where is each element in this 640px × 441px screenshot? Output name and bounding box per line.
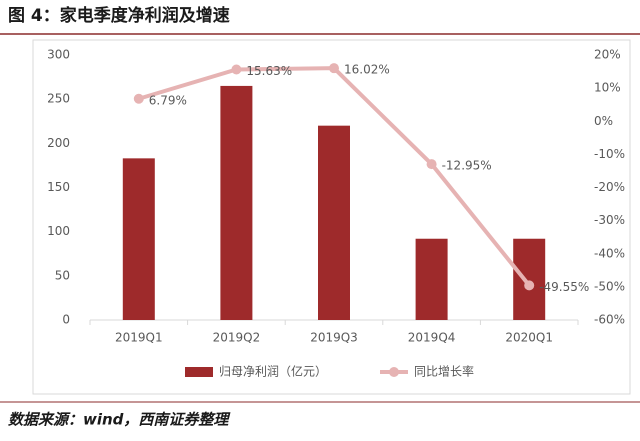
legend-swatch	[185, 367, 213, 377]
y2-tick-label: 20%	[594, 48, 621, 62]
point	[133, 93, 144, 104]
point	[329, 63, 339, 74]
y-tick-label: 250	[47, 92, 70, 106]
value-label: 15.63%	[246, 64, 292, 78]
y2-tick-label: -20%	[594, 180, 625, 194]
bar	[415, 238, 448, 320]
y-tick-label: 50	[55, 268, 70, 282]
chart-frame	[32, 39, 631, 395]
y-tick-label: 150	[47, 180, 70, 194]
point	[231, 64, 242, 75]
y2-tick-label: 10%	[594, 81, 621, 95]
legend-label: 同比增长率	[414, 364, 474, 379]
point	[524, 280, 535, 291]
x-tick-label: 2019Q4	[408, 331, 456, 345]
y-tick-label: 0	[62, 313, 70, 327]
y2-tick-label: -30%	[594, 213, 625, 227]
value-label: -49.55%	[539, 280, 589, 294]
y-tick-label: 100	[47, 224, 70, 238]
value-label: -12.95%	[442, 159, 492, 173]
source: 数据来源：wind，西南证券整理	[8, 411, 231, 429]
page-title: 图 4：家电季度净利润及增速	[8, 5, 230, 26]
bar	[122, 158, 155, 320]
x-tick-label: 2019Q3	[310, 331, 358, 345]
bar	[318, 125, 350, 321]
y2-tick-label: -60%	[594, 313, 625, 327]
bar	[220, 85, 253, 321]
x-tick-label: 2019Q2	[213, 331, 261, 345]
value-label: 6.79%	[149, 93, 187, 107]
y-tick-label: 300	[47, 48, 70, 62]
legend-swatch	[389, 367, 399, 377]
legend-label: 归母净利润（亿元）	[219, 364, 327, 379]
y2-tick-label: 0%	[594, 114, 613, 128]
y2-tick-label: -10%	[594, 147, 625, 161]
x-tick-label: 2020Q1	[505, 331, 553, 345]
bar	[513, 238, 546, 320]
point	[426, 159, 437, 170]
value-label: 16.02%	[344, 63, 390, 77]
y2-tick-label: -50%	[594, 279, 625, 293]
y-tick-label: 200	[47, 136, 70, 150]
y2-tick-label: -40%	[594, 246, 625, 260]
x-tick-label: 2019Q1	[115, 331, 163, 345]
